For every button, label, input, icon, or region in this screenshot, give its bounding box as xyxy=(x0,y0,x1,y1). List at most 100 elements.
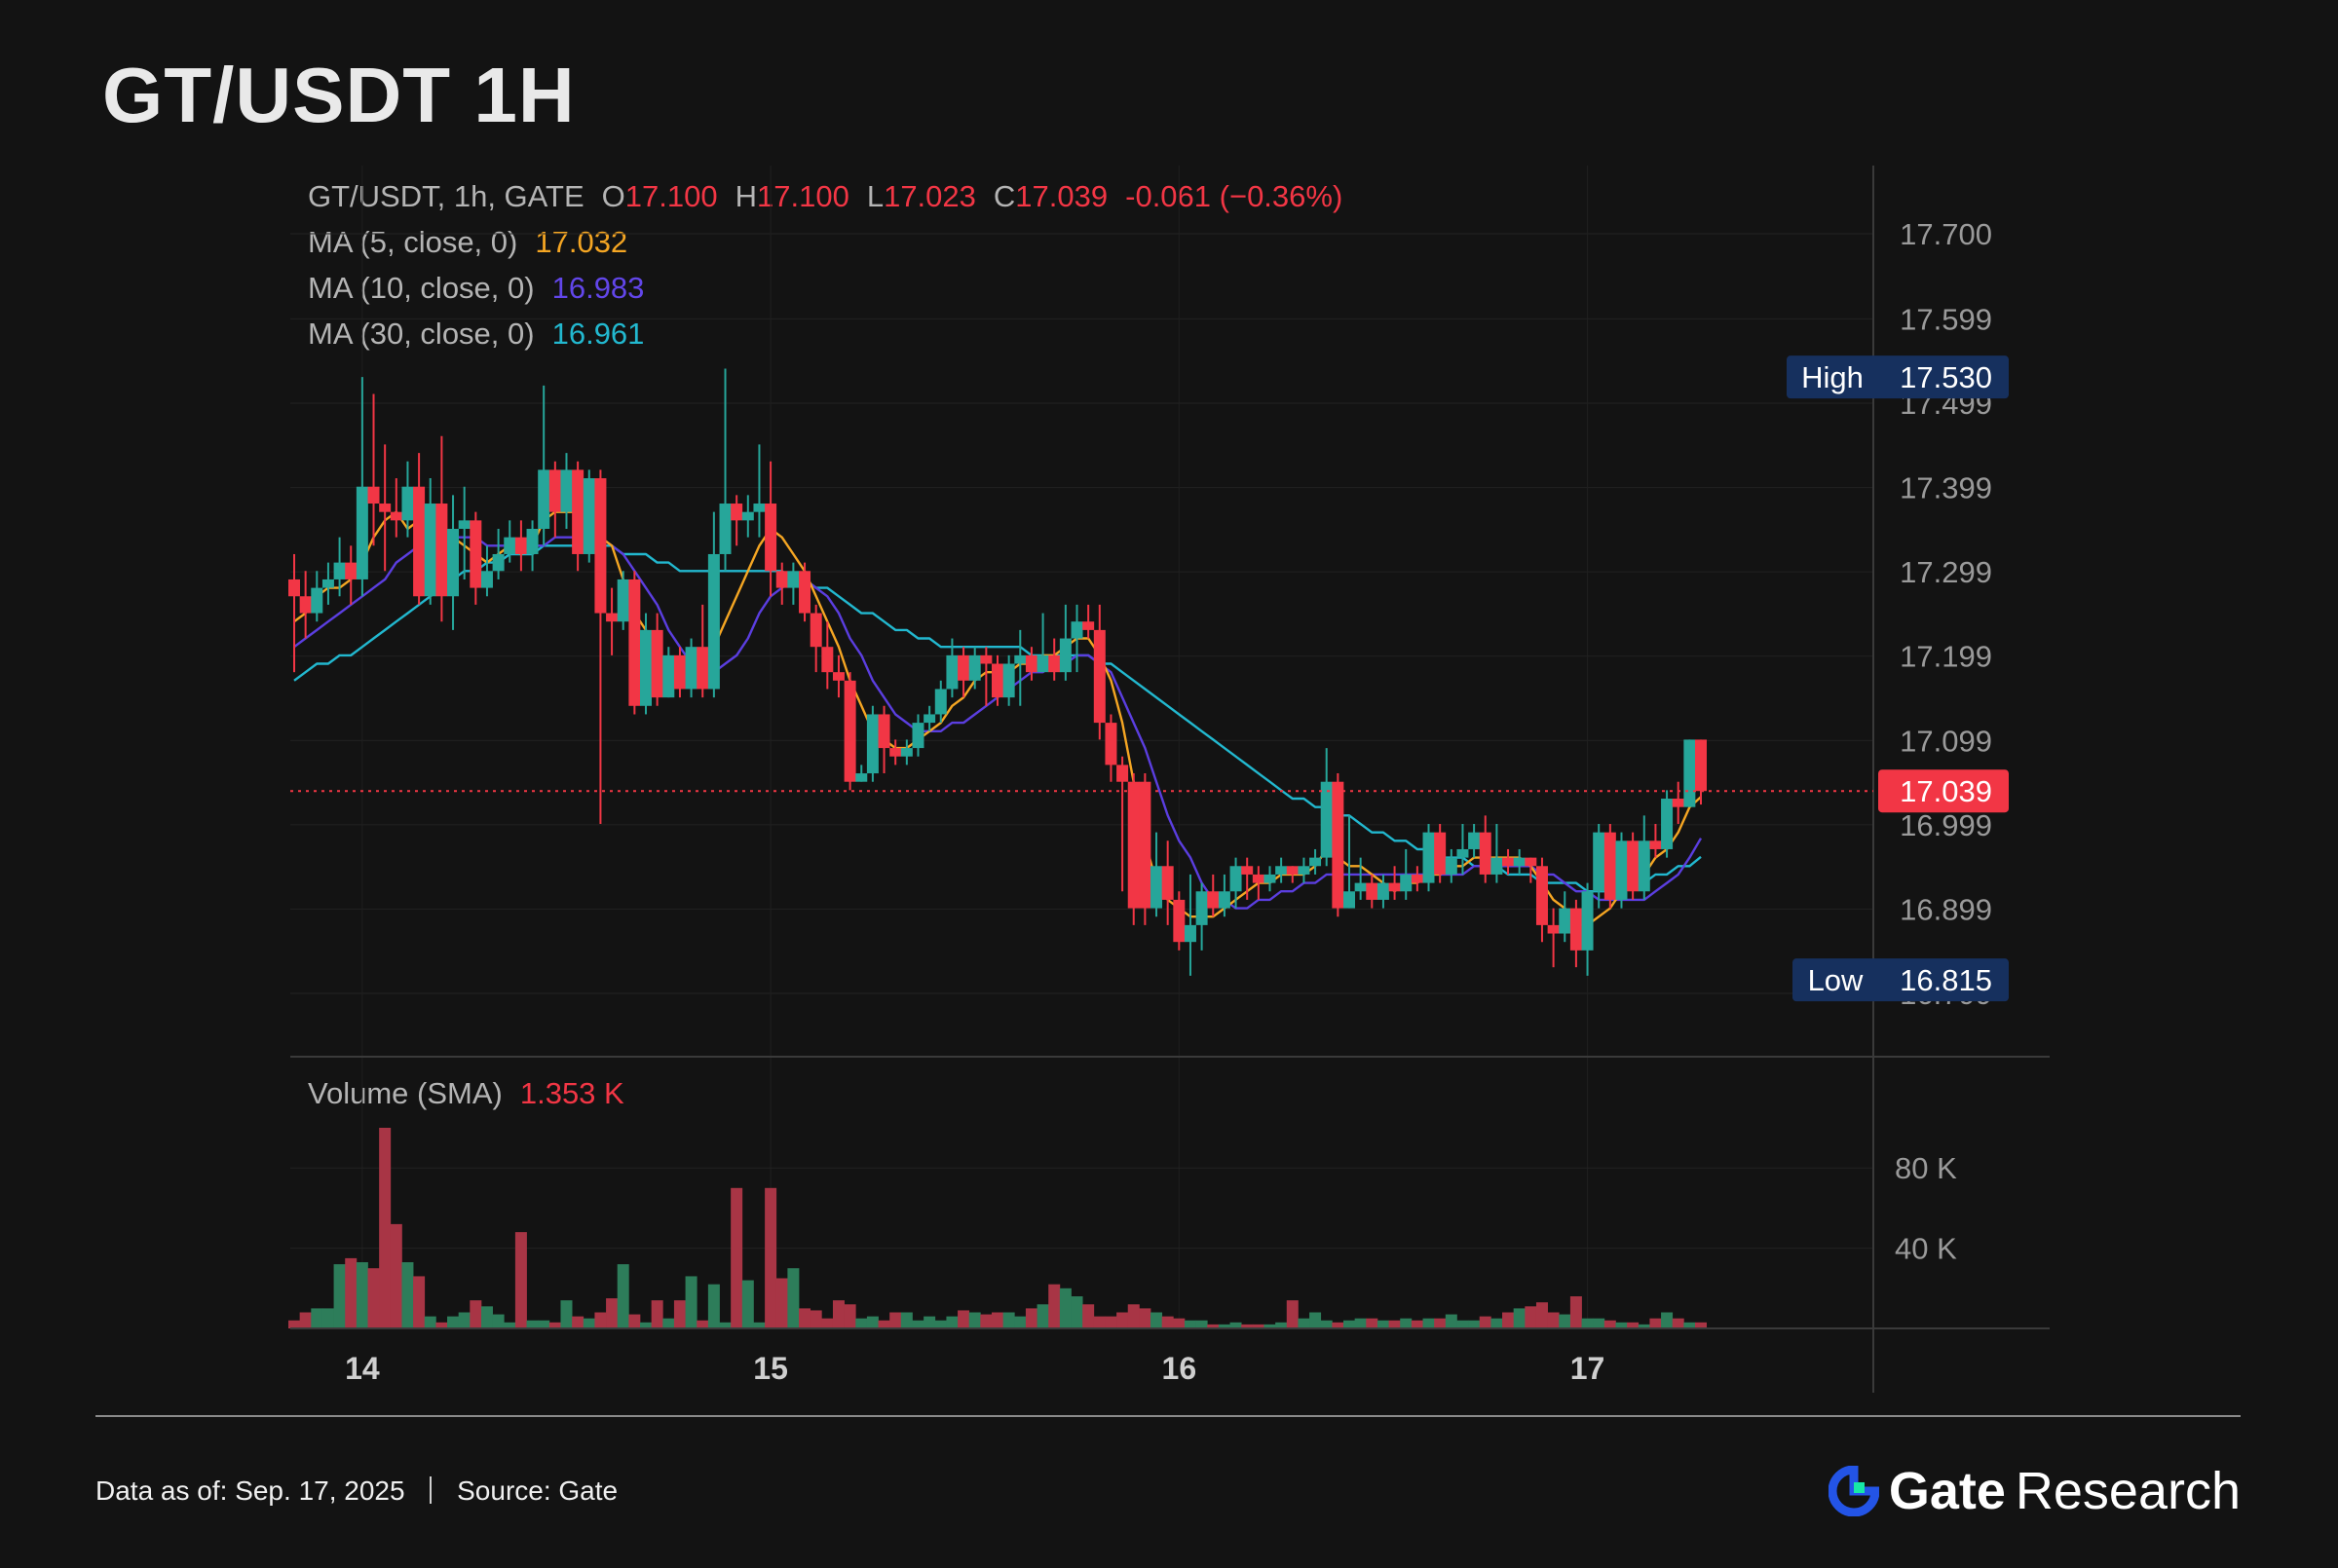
candle-body xyxy=(1638,840,1650,892)
volume-bar xyxy=(1411,1320,1423,1328)
volume-bar xyxy=(924,1316,936,1328)
ohlc-legend-row: GT/USDT, 1h, GATE O17.100 H17.100 L17.023 C1… xyxy=(308,173,1342,219)
candle xyxy=(1354,857,1367,900)
candle-body xyxy=(1695,739,1707,792)
chart-axes: 17.70017.59917.49917.39917.29917.19917.0… xyxy=(290,166,2050,1393)
volume-bar xyxy=(1683,1322,1696,1328)
candle xyxy=(1229,857,1242,909)
candle xyxy=(1071,604,1083,673)
candle-body xyxy=(401,486,414,521)
candle-body xyxy=(924,714,936,724)
volume-bar xyxy=(1218,1324,1230,1328)
brand-name: Gate xyxy=(1888,1462,2006,1520)
volume-bar xyxy=(1434,1318,1447,1328)
volume-bar xyxy=(424,1316,436,1328)
candle-body xyxy=(753,504,766,512)
volume-bar xyxy=(560,1300,573,1328)
candle xyxy=(1241,857,1254,900)
volume-bar xyxy=(787,1268,800,1328)
candle xyxy=(1661,790,1674,858)
volume-bar xyxy=(1105,1316,1117,1328)
low-label: L xyxy=(866,179,885,213)
volume-bar xyxy=(1002,1312,1015,1328)
volume-bar xyxy=(992,1312,1003,1328)
candle xyxy=(697,604,709,698)
candle xyxy=(673,647,686,698)
volume-bar xyxy=(958,1310,970,1328)
price-tick-label: 17.700 xyxy=(1900,217,1992,251)
volume-bar xyxy=(1343,1320,1355,1328)
candle xyxy=(560,453,573,529)
candle xyxy=(934,680,947,724)
high-marker-badge xyxy=(1787,355,2009,399)
candle-body xyxy=(719,504,732,554)
volume-bar xyxy=(413,1276,426,1328)
volume-bar xyxy=(1037,1304,1049,1328)
time-tick-label: 17 xyxy=(1570,1351,1605,1386)
chart-grid xyxy=(290,166,1873,1328)
volume-bar xyxy=(1502,1312,1515,1328)
volume-bar xyxy=(1161,1316,1174,1328)
candle-body xyxy=(685,647,698,690)
candle xyxy=(514,520,527,572)
candle-body xyxy=(333,562,346,579)
time-tick-label: 16 xyxy=(1162,1351,1197,1386)
candle xyxy=(1559,891,1571,943)
volume-bar xyxy=(685,1276,698,1328)
candle xyxy=(707,511,720,698)
candle-body xyxy=(1366,882,1378,900)
candle xyxy=(741,495,754,538)
candle xyxy=(311,571,323,622)
candle-body xyxy=(1229,866,1242,892)
open-value: 17.100 xyxy=(624,179,718,213)
candle-body xyxy=(1593,832,1605,892)
candle xyxy=(345,545,358,605)
volume-bar xyxy=(1468,1320,1481,1328)
candle xyxy=(844,672,856,791)
candle-body xyxy=(367,486,380,504)
candle-body xyxy=(1569,908,1582,951)
volume-bar xyxy=(1559,1314,1571,1328)
ma30-legend-row: MA (30, close, 0) 16.961 xyxy=(308,311,1342,356)
candle-body xyxy=(1184,924,1196,943)
candle xyxy=(470,511,482,605)
candle-body xyxy=(1059,638,1072,673)
candle-body xyxy=(1649,840,1662,849)
candle xyxy=(1298,857,1310,883)
candle-body xyxy=(1672,799,1684,807)
candle-body xyxy=(470,520,482,588)
low-value: 17.023 xyxy=(884,179,976,213)
volume-bar xyxy=(855,1318,868,1328)
candle-body xyxy=(1207,891,1220,909)
candle-body xyxy=(356,486,368,579)
volume-bar xyxy=(1535,1302,1548,1328)
ma10-value: 16.983 xyxy=(551,271,645,305)
volume-bar xyxy=(345,1257,358,1328)
ma5-label: MA (5, close, 0) xyxy=(308,225,518,259)
candle-body xyxy=(1479,832,1491,875)
candle xyxy=(333,537,346,597)
volume-bar xyxy=(617,1264,629,1328)
volume-bar xyxy=(1366,1318,1378,1328)
candle-body xyxy=(958,654,970,681)
candle-body xyxy=(1309,857,1322,867)
candle xyxy=(1252,866,1264,900)
candle-body xyxy=(866,714,879,774)
volume-bar xyxy=(980,1314,993,1328)
ma30-label: MA (30, close, 0) xyxy=(308,317,535,351)
ma30-line xyxy=(293,544,1702,893)
candle xyxy=(1695,739,1707,805)
ma30-value: 16.961 xyxy=(551,317,645,351)
footer-info: Data as of: Sep. 17, 2025 Source: Gate xyxy=(95,1475,618,1507)
candle xyxy=(401,461,414,538)
volume-bar xyxy=(606,1298,619,1328)
candle-body xyxy=(1343,891,1355,909)
candle xyxy=(1627,832,1640,900)
candle xyxy=(583,469,595,563)
candle xyxy=(1490,823,1503,883)
candle-body xyxy=(1116,765,1129,782)
candle xyxy=(356,377,368,597)
volume-bar xyxy=(538,1320,550,1328)
volume-bars xyxy=(288,1128,1707,1328)
